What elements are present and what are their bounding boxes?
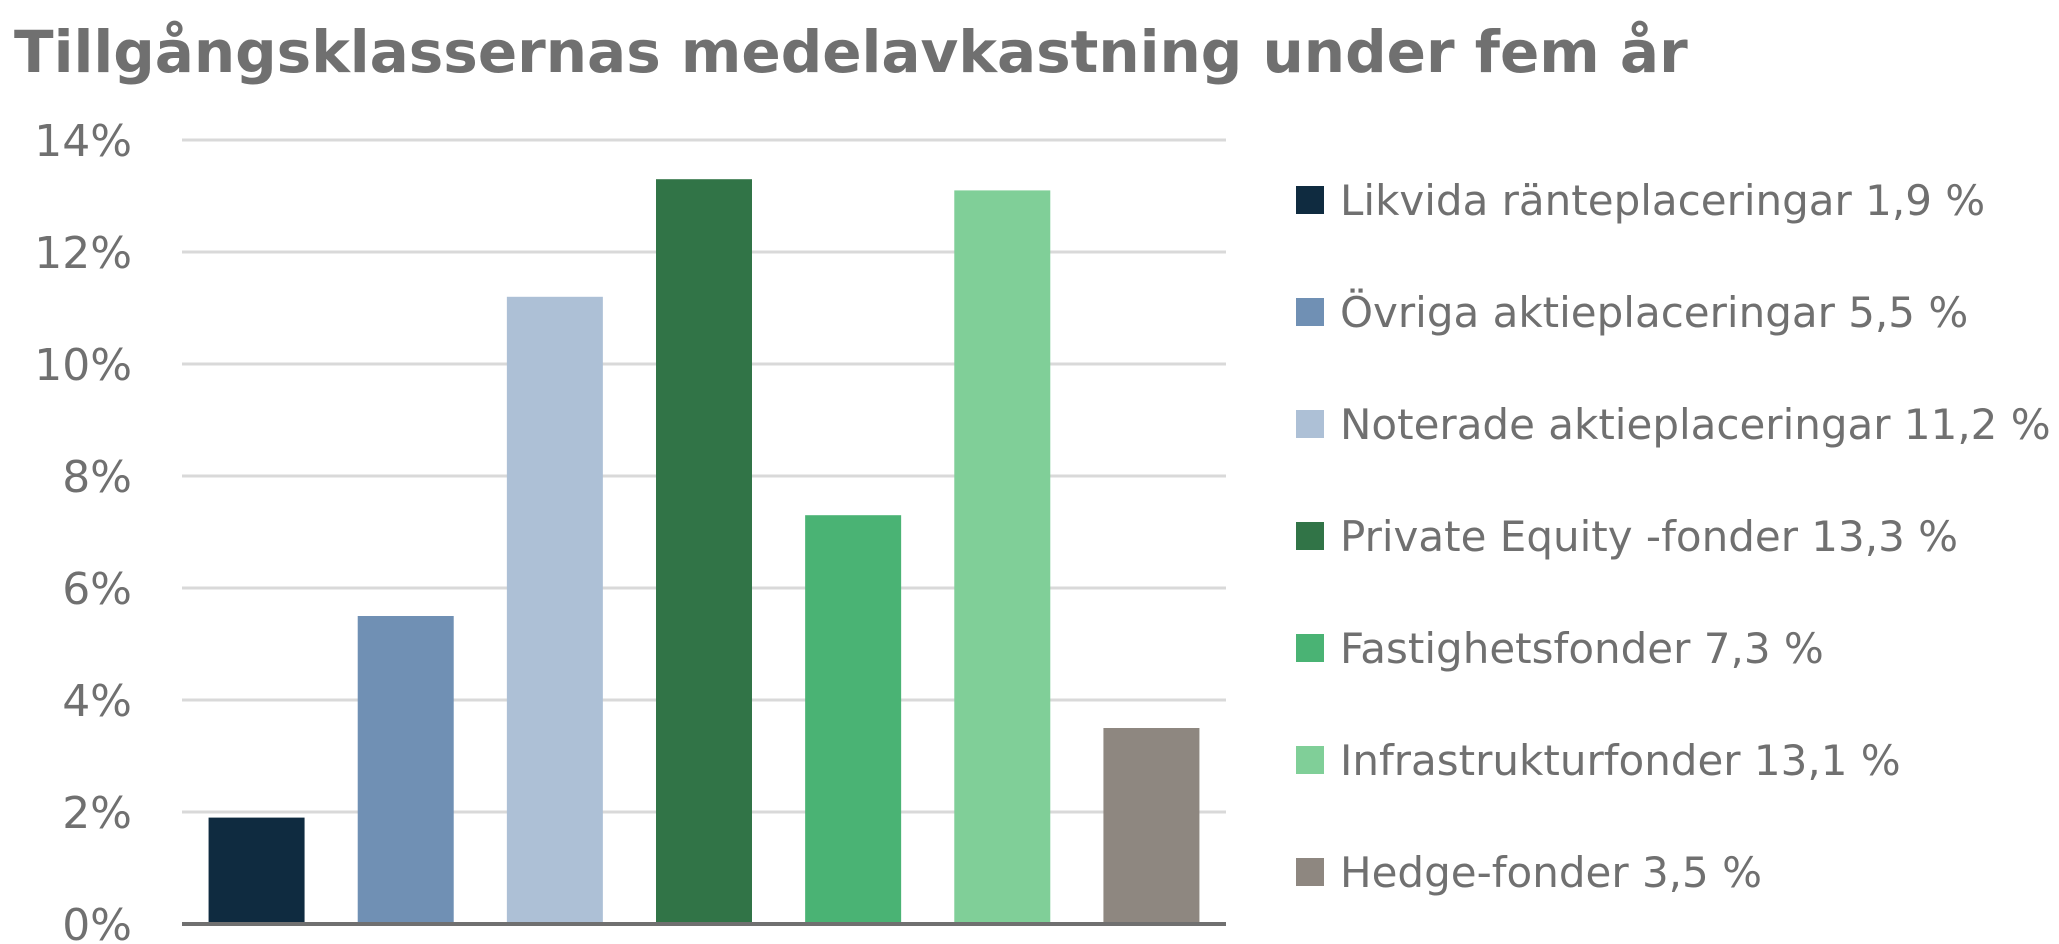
- y-tick-label: 6%: [62, 564, 132, 615]
- legend-swatch: [1296, 858, 1324, 886]
- legend-item: Likvida ränteplaceringar 1,9 %: [1296, 176, 1985, 225]
- legend-item: Hedge-fonder 3,5 %: [1296, 848, 1762, 897]
- bar: [1103, 728, 1200, 924]
- legend-label: Hedge-fonder 3,5 %: [1340, 848, 1762, 897]
- y-axis-tick-labels: 0% 2% 4% 6% 8% 10% 12% 14%: [34, 116, 132, 944]
- bar: [954, 190, 1051, 924]
- legend-item: Övriga aktieplaceringar 5,5 %: [1296, 287, 1968, 337]
- legend-label: Noterade aktieplaceringar 11,2 %: [1340, 400, 2051, 449]
- legend-label: Fastighetsfonder 7,3 %: [1340, 624, 1824, 673]
- y-tick-label: 14%: [34, 116, 132, 167]
- legend-swatch: [1296, 634, 1324, 662]
- bars: [208, 179, 1200, 924]
- legend-item: Private Equity -fonder 13,3 %: [1296, 512, 1958, 561]
- legend-label: Likvida ränteplaceringar 1,9 %: [1340, 176, 1985, 225]
- legend-swatch: [1296, 746, 1324, 774]
- y-tick-label: 0%: [62, 900, 132, 944]
- y-tick-label: 2%: [62, 788, 132, 839]
- chart-title: Tillgångsklassernas medelavkastning unde…: [14, 18, 1688, 86]
- legend-label: Private Equity -fonder 13,3 %: [1340, 512, 1958, 561]
- bar: [805, 515, 902, 924]
- legend-swatch: [1296, 410, 1324, 438]
- y-tick-label: 8%: [62, 452, 132, 503]
- legend-item: Fastighetsfonder 7,3 %: [1296, 624, 1824, 673]
- legend-swatch: [1296, 298, 1324, 326]
- bar: [506, 296, 603, 924]
- y-tick-label: 10%: [34, 340, 132, 391]
- y-tick-label: 12%: [34, 228, 132, 279]
- legend-swatch: [1296, 186, 1324, 214]
- bar: [656, 179, 752, 924]
- bar: [208, 817, 305, 924]
- legend-item: Noterade aktieplaceringar 11,2 %: [1296, 400, 2051, 449]
- bar: [357, 616, 454, 924]
- legend-item: Infrastrukturfonder 13,1 %: [1296, 736, 1901, 785]
- y-tick-label: 4%: [62, 676, 132, 727]
- legend: Likvida ränteplaceringar 1,9 % Övriga akt…: [1296, 176, 2051, 897]
- legend-swatch: [1296, 522, 1324, 550]
- legend-label: Övriga aktieplaceringar 5,5 %: [1340, 287, 1968, 337]
- legend-label: Infrastrukturfonder 13,1 %: [1340, 736, 1901, 785]
